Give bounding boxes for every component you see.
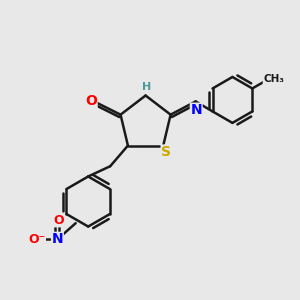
Text: S: S bbox=[161, 145, 171, 159]
Text: O: O bbox=[54, 214, 64, 227]
Text: N: N bbox=[190, 103, 202, 117]
Text: N: N bbox=[52, 232, 63, 246]
Text: CH₃: CH₃ bbox=[263, 74, 284, 84]
Text: O⁻: O⁻ bbox=[28, 233, 45, 246]
Text: H: H bbox=[142, 82, 152, 92]
Text: O: O bbox=[85, 94, 97, 108]
